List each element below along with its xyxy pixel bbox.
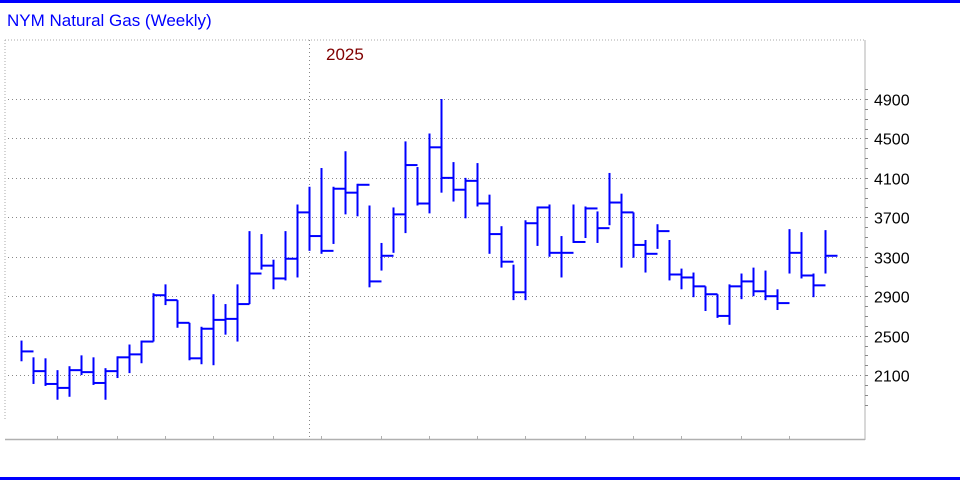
price-bar (176, 300, 190, 328)
price-bar (152, 293, 166, 342)
price-bar (680, 268, 694, 290)
price-bar (380, 242, 394, 271)
price-bar (692, 272, 706, 298)
price-bar (668, 239, 682, 281)
price-bar (488, 194, 502, 254)
price-bar (500, 226, 514, 268)
price-bar (464, 177, 478, 219)
price-bar (512, 264, 526, 301)
price-bar (416, 167, 430, 206)
price-bars (20, 99, 838, 400)
price-bar (824, 230, 838, 274)
price-bar (548, 204, 562, 257)
y-tick-label: 2500 (874, 330, 910, 347)
price-bar (308, 186, 322, 251)
price-bar (404, 141, 418, 234)
price-bar (164, 284, 178, 306)
price-bar (236, 284, 250, 342)
price-bar (620, 193, 634, 268)
price-bar (56, 370, 70, 400)
price-bar (704, 286, 718, 311)
price-bar (476, 163, 490, 207)
price-bar (572, 204, 586, 243)
y-tick-label: 3700 (874, 211, 910, 228)
price-bar (740, 273, 754, 300)
price-bar (44, 358, 58, 386)
price-bar (368, 205, 382, 288)
price-bar (296, 204, 310, 278)
chart-title: NYM Natural Gas (Weekly) (7, 11, 212, 30)
price-bar (344, 151, 358, 215)
price-bar (272, 259, 286, 290)
price-bar (428, 133, 442, 214)
price-bar (452, 162, 466, 202)
price-bar (788, 229, 802, 274)
price-bar (320, 168, 334, 254)
axes: 2100 2500 2900 3300 3700 4100 4500 4900 (5, 40, 910, 441)
price-bar (284, 231, 298, 281)
price-bar (200, 326, 214, 365)
price-bar (104, 368, 118, 400)
price-bar (584, 206, 598, 239)
price-bar (536, 206, 550, 246)
y-tick-label: 4100 (874, 172, 910, 189)
price-bar (656, 224, 670, 249)
price-bar (80, 355, 94, 376)
y-tick-label: 3300 (874, 251, 910, 268)
y-tick-label: 4500 (874, 132, 910, 149)
price-bar (356, 183, 370, 217)
price-bar (752, 267, 766, 297)
price-bar (128, 344, 142, 374)
y-tick-label: 2900 (874, 290, 910, 307)
price-bar (596, 211, 610, 243)
bottom-frame-bar (0, 477, 960, 480)
price-bar (32, 357, 46, 384)
price-bar (212, 294, 226, 366)
price-bar (644, 239, 658, 273)
price-bar (812, 273, 826, 298)
price-bar (776, 289, 790, 311)
price-bar (728, 284, 742, 325)
price-bar (224, 304, 238, 335)
price-bar (248, 231, 262, 305)
price-bar (632, 212, 646, 258)
y-tick-label: 2100 (874, 369, 910, 386)
price-bar (188, 322, 202, 361)
price-bar (140, 340, 154, 364)
y-tick-label: 4900 (874, 93, 910, 110)
price-bar (764, 270, 778, 301)
price-bar (20, 340, 34, 362)
price-bar (392, 207, 406, 253)
price-bar (68, 366, 82, 397)
price-bar (440, 99, 454, 193)
price-bar (116, 356, 130, 379)
price-bar (332, 186, 346, 244)
year-label: 2025 (326, 45, 364, 64)
price-bar (92, 357, 106, 385)
price-bar (524, 220, 538, 301)
price-bar (608, 172, 622, 226)
price-bar (260, 234, 274, 270)
top-frame-bar (0, 0, 960, 3)
price-bar (716, 294, 730, 318)
price-bar (560, 236, 574, 278)
price-bar (800, 232, 814, 279)
grid (4, 39, 865, 439)
